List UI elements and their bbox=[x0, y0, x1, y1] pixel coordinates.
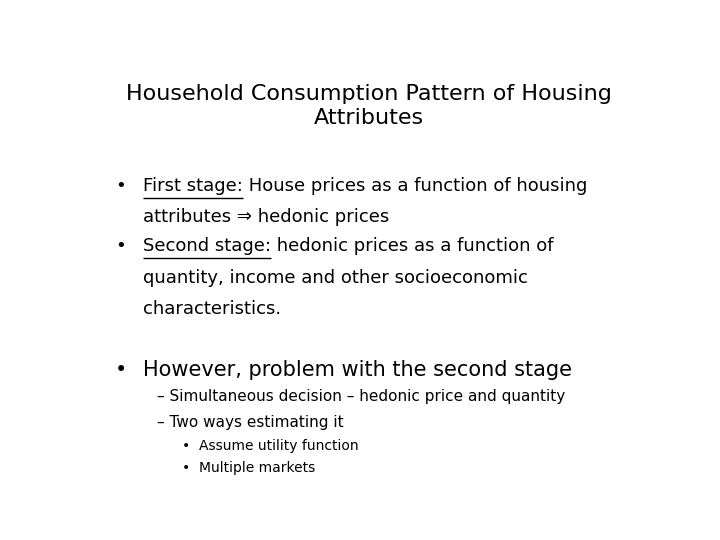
Text: Second stage:: Second stage: bbox=[143, 238, 271, 255]
Text: First stage:: First stage: bbox=[143, 177, 243, 195]
Text: However, problem with the second stage: However, problem with the second stage bbox=[143, 360, 572, 380]
Text: •  Assume utility function: • Assume utility function bbox=[182, 439, 359, 453]
Text: House prices as a function of housing: House prices as a function of housing bbox=[243, 177, 588, 195]
Text: •: • bbox=[115, 238, 126, 255]
Text: characteristics.: characteristics. bbox=[143, 300, 281, 318]
Text: hedonic prices as a function of: hedonic prices as a function of bbox=[271, 238, 554, 255]
Text: Household Consumption Pattern of Housing
Attributes: Household Consumption Pattern of Housing… bbox=[126, 84, 612, 129]
Text: quantity, income and other socioeconomic: quantity, income and other socioeconomic bbox=[143, 268, 528, 287]
Text: •: • bbox=[115, 360, 127, 380]
Text: attributes ⇒ hedonic prices: attributes ⇒ hedonic prices bbox=[143, 208, 390, 226]
Text: •  Multiple markets: • Multiple markets bbox=[182, 461, 315, 475]
Text: – Simultaneous decision – hedonic price and quantity: – Simultaneous decision – hedonic price … bbox=[157, 389, 565, 404]
Text: •: • bbox=[115, 177, 126, 195]
Text: – Two ways estimating it: – Two ways estimating it bbox=[157, 415, 343, 430]
